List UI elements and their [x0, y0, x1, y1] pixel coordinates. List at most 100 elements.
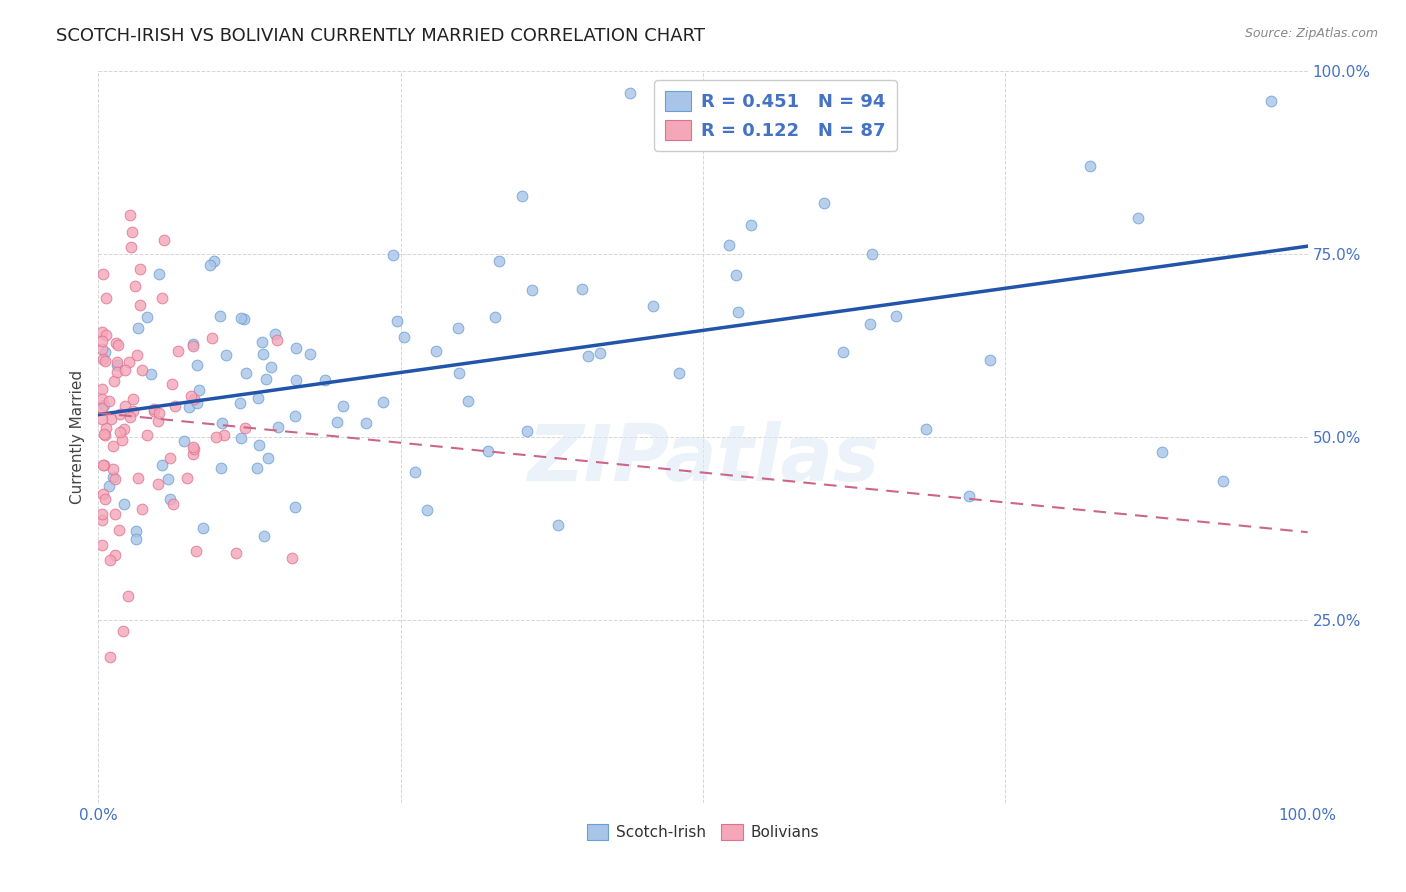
Point — [799, 105, 821, 120]
Point — [117, 590, 139, 604]
Text: Source: ZipAtlas.com: Source: ZipAtlas.com — [1244, 27, 1378, 40]
Point — [181, 339, 204, 353]
Point — [176, 471, 198, 485]
Point — [215, 348, 238, 362]
Point — [191, 521, 214, 535]
Point — [284, 341, 307, 355]
Point — [91, 351, 114, 366]
Point — [187, 383, 209, 397]
Point — [641, 299, 664, 313]
Point — [100, 411, 122, 425]
Point — [120, 240, 142, 254]
Point — [859, 317, 882, 331]
Point — [94, 291, 117, 305]
Point — [229, 431, 252, 445]
Point — [233, 311, 256, 326]
Point — [253, 529, 276, 543]
Point — [225, 546, 247, 560]
Point — [267, 419, 290, 434]
Point — [392, 330, 415, 344]
Point — [112, 624, 135, 638]
Point — [91, 267, 114, 281]
Point — [326, 415, 349, 429]
Point — [257, 450, 280, 465]
Point — [957, 489, 980, 503]
Point — [108, 425, 131, 439]
Point — [266, 333, 288, 347]
Point — [813, 196, 835, 211]
Point — [104, 548, 127, 562]
Point — [98, 553, 121, 567]
Point — [229, 310, 252, 325]
Point — [101, 470, 124, 484]
Point — [245, 461, 267, 475]
Point — [740, 218, 762, 232]
Point — [94, 421, 117, 435]
Point — [208, 309, 231, 323]
Point — [91, 334, 114, 348]
Point — [477, 443, 499, 458]
Point — [281, 551, 304, 566]
Point — [159, 492, 181, 507]
Point — [488, 253, 510, 268]
Point — [547, 517, 569, 532]
Point — [143, 401, 166, 416]
Legend: Scotch-Irish, Bolivians: Scotch-Irish, Bolivians — [581, 818, 825, 847]
Point — [264, 327, 287, 342]
Point — [884, 309, 907, 323]
Point — [118, 208, 141, 222]
Point — [205, 430, 228, 444]
Point — [94, 327, 117, 342]
Point — [146, 414, 169, 428]
Point — [387, 314, 409, 328]
Point — [91, 507, 114, 521]
Point — [148, 267, 170, 281]
Point — [114, 399, 136, 413]
Point — [979, 353, 1001, 368]
Point — [725, 268, 748, 283]
Point — [184, 544, 207, 558]
Point — [112, 497, 135, 511]
Text: ZIPatlas: ZIPatlas — [527, 421, 879, 497]
Point — [91, 401, 114, 416]
Point — [114, 363, 136, 377]
Point — [143, 404, 166, 418]
Point — [233, 420, 256, 434]
Point — [91, 513, 114, 527]
Point — [122, 392, 145, 406]
Point — [416, 502, 439, 516]
Point — [250, 334, 273, 349]
Point — [619, 87, 641, 101]
Point — [457, 394, 479, 409]
Point — [104, 472, 127, 486]
Point — [107, 338, 129, 352]
Point — [860, 247, 883, 261]
Point — [183, 392, 205, 406]
Point — [91, 458, 114, 472]
Point — [516, 424, 538, 438]
Point — [354, 417, 377, 431]
Point — [136, 428, 159, 442]
Point — [915, 422, 938, 436]
Point — [148, 406, 170, 420]
Point — [160, 376, 183, 391]
Point — [93, 427, 115, 442]
Point — [183, 442, 205, 456]
Point — [124, 279, 146, 293]
Point — [135, 310, 157, 324]
Point — [247, 391, 270, 405]
Point — [152, 233, 174, 247]
Point — [571, 282, 593, 296]
Point — [183, 337, 205, 351]
Point — [332, 399, 354, 413]
Point — [211, 461, 233, 475]
Text: SCOTCH-IRISH VS BOLIVIAN CURRENTLY MARRIED CORRELATION CHART: SCOTCH-IRISH VS BOLIVIAN CURRENTLY MARRI… — [56, 27, 706, 45]
Point — [425, 343, 447, 358]
Point — [131, 502, 153, 516]
Point — [298, 347, 321, 361]
Point — [122, 404, 145, 418]
Point — [186, 358, 208, 372]
Point — [141, 367, 163, 381]
Point — [93, 458, 115, 472]
Point — [200, 258, 222, 272]
